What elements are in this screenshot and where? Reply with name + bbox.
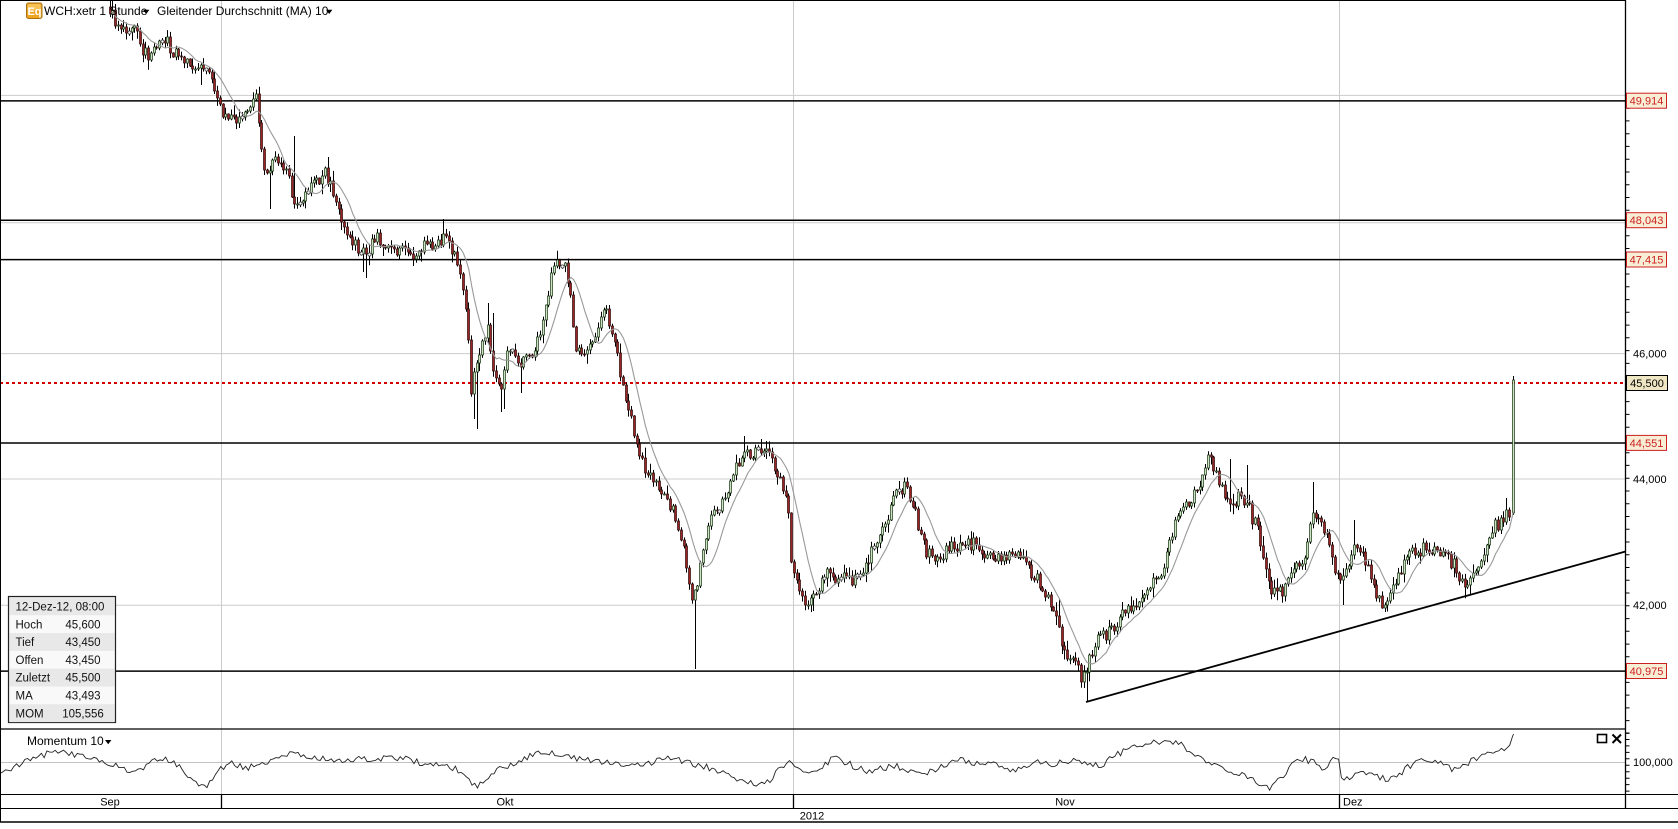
svg-text:48,043: 48,043 — [1630, 215, 1664, 227]
svg-text:12-Dez-12, 08:00: 12-Dez-12, 08:00 — [16, 602, 105, 614]
svg-text:WCH:xetr 1 Stunde: WCH:xetr 1 Stunde — [44, 4, 148, 18]
svg-text:47,415: 47,415 — [1630, 255, 1664, 267]
svg-text:Offen: Offen — [16, 655, 44, 667]
svg-text:Sep: Sep — [100, 797, 120, 809]
svg-text:40,975: 40,975 — [1630, 666, 1664, 678]
svg-text:43,450: 43,450 — [65, 637, 100, 649]
svg-text:Nov: Nov — [1055, 797, 1075, 809]
svg-text:Tief: Tief — [16, 637, 36, 649]
svg-text:Dez: Dez — [1343, 797, 1363, 809]
svg-text:45,500: 45,500 — [65, 673, 100, 685]
svg-text:Okt: Okt — [496, 797, 513, 809]
svg-text:44,000: 44,000 — [1633, 474, 1667, 486]
svg-text:MOM: MOM — [16, 708, 44, 720]
svg-text:43,493: 43,493 — [65, 691, 100, 703]
svg-text:105,556: 105,556 — [62, 708, 104, 720]
svg-text:42,000: 42,000 — [1633, 600, 1667, 612]
svg-text:Momentum 10: Momentum 10 — [27, 734, 104, 748]
svg-text:43,450: 43,450 — [65, 655, 100, 667]
svg-text:MA: MA — [16, 691, 34, 703]
svg-text:Hoch: Hoch — [16, 619, 43, 631]
svg-text:46,000: 46,000 — [1633, 349, 1667, 361]
svg-text:Zuletzt: Zuletzt — [16, 673, 51, 685]
svg-text:45,600: 45,600 — [65, 619, 100, 631]
svg-text:2012: 2012 — [800, 811, 824, 823]
svg-text:Eq: Eq — [27, 6, 41, 18]
svg-text:Gleitender Durchschnitt (MA) 1: Gleitender Durchschnitt (MA) 10 — [157, 4, 329, 18]
svg-text:44,551: 44,551 — [1630, 438, 1664, 450]
svg-text:100,000: 100,000 — [1633, 757, 1673, 769]
svg-text:45,500: 45,500 — [1630, 378, 1664, 390]
svg-text:49,914: 49,914 — [1630, 96, 1664, 108]
